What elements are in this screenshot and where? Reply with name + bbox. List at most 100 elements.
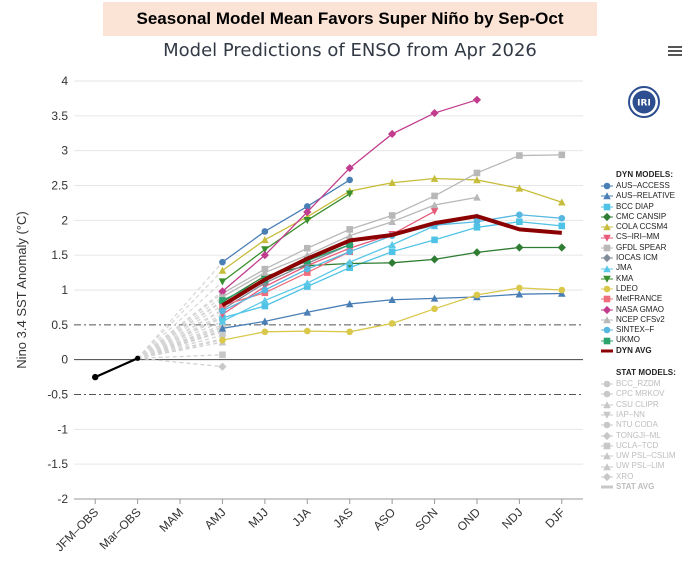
point-cmc-cansip — [515, 243, 524, 252]
legend-item-aus-access[interactable]: AUS–ACCESS — [600, 181, 695, 191]
legend-item-tongji-ml[interactable]: TONGJI–ML — [600, 431, 695, 441]
legend-item-csu-clipr[interactable]: CSU CLIPR — [600, 400, 695, 410]
x-tick-label: DJF — [542, 505, 567, 530]
legend-item-ldeo[interactable]: LDEO — [600, 284, 695, 294]
point-aus-relative — [345, 300, 354, 308]
legend-item-gfdl-spear[interactable]: GFDL SPEAR — [600, 243, 695, 253]
x-tick-label: Mar–OBS — [97, 505, 144, 552]
x-tick-label: OND — [454, 505, 483, 534]
point-sintex-f — [219, 307, 226, 315]
legend-item-cola-ccsm4[interactable]: COLA CCSM4 — [600, 222, 695, 232]
point-ukmo — [346, 241, 354, 249]
banner-text: Seasonal Model Mean Favors Super Niño by… — [136, 9, 564, 28]
legend-label: NTU CODA — [616, 420, 658, 430]
point-metfrance — [303, 269, 311, 276]
legend-header: DYN MODELS: — [616, 170, 674, 179]
point-bcc-diap — [303, 283, 311, 290]
menu-icon[interactable] — [668, 44, 682, 58]
legend-label: NASA GMAO — [616, 304, 665, 314]
y-tick-label: 0.5 — [51, 318, 68, 332]
point-ldeo — [346, 328, 354, 336]
legend-item-cmc-cansip[interactable]: CMC CANSIP — [600, 212, 695, 222]
legend-item-ntu-coda[interactable]: NTU CODA — [600, 420, 695, 430]
x-tick-label: AMJ — [202, 505, 229, 532]
legend-item-xro[interactable]: XRO — [600, 472, 695, 482]
point-jma — [303, 279, 312, 287]
legend-item-bcc-diap[interactable]: BCC DIAP — [600, 202, 695, 212]
point-jma — [261, 296, 269, 304]
legend-item-jma[interactable]: JMA — [600, 263, 695, 273]
legend-item-uw-psl-lim[interactable]: UW PSL–LIM — [600, 461, 695, 471]
legend-label: NCEP CFSv2 — [616, 314, 665, 324]
legend-swatch — [601, 264, 613, 272]
point-jma — [345, 258, 354, 266]
legend-item-ncep-cfsv2[interactable]: NCEP CFSv2 — [600, 315, 695, 325]
legend-label: CMC CANSIP — [616, 211, 667, 221]
legend-swatch — [601, 326, 613, 334]
legend-item-cs-iri-mm[interactable]: CS–IRI–MM — [600, 232, 695, 242]
series-line-kma — [222, 193, 351, 283]
legend-swatch — [601, 305, 613, 314]
series-stub-sintex-f — [137, 310, 223, 359]
legend-item-metfrance[interactable]: MetFRANCE — [600, 294, 695, 304]
point-nasa-gmao — [303, 207, 312, 217]
legend-label: AUS–RELATIVE — [616, 191, 675, 201]
legend-swatch — [601, 472, 613, 481]
legend-item-dyn-avg[interactable]: DYN AVG — [600, 346, 695, 356]
legend-item-iap-nn[interactable]: IAP–NN — [600, 410, 695, 420]
legend-item-cpc-mrkov[interactable]: CPC MRKOV — [600, 389, 695, 399]
legend-swatch — [601, 296, 613, 303]
legend-swatch — [601, 254, 613, 263]
point-gfdl-spear — [388, 212, 396, 219]
point-cmc-cansip — [430, 255, 439, 264]
legend-item-ucla-tcd[interactable]: UCLA–TCD — [600, 441, 695, 451]
point-ldeo — [473, 291, 481, 299]
point-ncep-cfsv2 — [473, 193, 481, 201]
legend-item-sintex-f[interactable]: SINTEX–F — [600, 325, 695, 335]
legend-swatch — [601, 223, 613, 231]
x-tick-label: JFM–OBS — [52, 505, 101, 554]
point-cmc-cansip — [388, 258, 397, 267]
legend-item-kma[interactable]: KMA — [600, 274, 695, 284]
legend-item-aus-relative[interactable]: AUS–RELATIVE — [600, 191, 695, 201]
point-gfdl-spear — [431, 192, 438, 200]
point-cola-ccsm4 — [515, 184, 524, 192]
point-ldeo — [219, 336, 226, 344]
point-gfdl-spear — [516, 152, 523, 159]
series-stub-kma — [137, 281, 223, 359]
legend-label: BCC_RZDM — [616, 379, 661, 389]
legend-item-iocas-icm[interactable]: IOCAS ICM — [600, 253, 695, 263]
point-jma — [218, 317, 227, 325]
point-aus-relative — [303, 308, 312, 316]
point-cmc-cansip — [557, 243, 566, 252]
series-stub-aus-relative — [137, 327, 223, 359]
point-nasa-gmao — [388, 129, 397, 139]
legend-item-ukmo[interactable]: UKMO — [600, 335, 695, 345]
point-aus-relative — [388, 295, 396, 304]
y-tick-label: 2.5 — [51, 179, 68, 193]
legend-label: DYN AVG — [616, 345, 652, 355]
point-tongji-ml — [218, 362, 227, 371]
legend-swatch — [601, 192, 613, 200]
y-tick-label: -1.5 — [47, 457, 68, 471]
x-tick-label: JAS — [330, 505, 355, 530]
legend-item-nasa-gmao[interactable]: NASA GMAO — [600, 305, 695, 315]
series-stub-ldeo — [137, 339, 223, 359]
legend-swatch — [601, 411, 613, 419]
point-nasa-gmao — [472, 95, 482, 104]
y-tick-label: 1.5 — [51, 248, 68, 262]
point-aus-access — [261, 228, 269, 235]
legend-item-stat-avg[interactable]: STAT AVG — [600, 482, 695, 492]
point-kma — [303, 217, 312, 225]
legend-item-uw-psl-cslim[interactable]: UW PSL–CSLIM — [600, 451, 695, 461]
legend-item-bcc-rzdm[interactable]: BCC_RZDM — [600, 379, 695, 389]
point-sintex-f — [346, 248, 354, 255]
point-sintex-f — [303, 265, 311, 273]
legend-label: BCC DIAP — [616, 201, 654, 211]
point-cola-ccsm4 — [261, 236, 269, 244]
series-stub-aus-access — [137, 261, 223, 359]
legend-label: UW PSL–LIM — [616, 461, 665, 471]
legend-label: XRO — [616, 471, 634, 481]
y-tick-label: 2 — [61, 213, 68, 227]
series-line-ldeo — [222, 287, 562, 341]
